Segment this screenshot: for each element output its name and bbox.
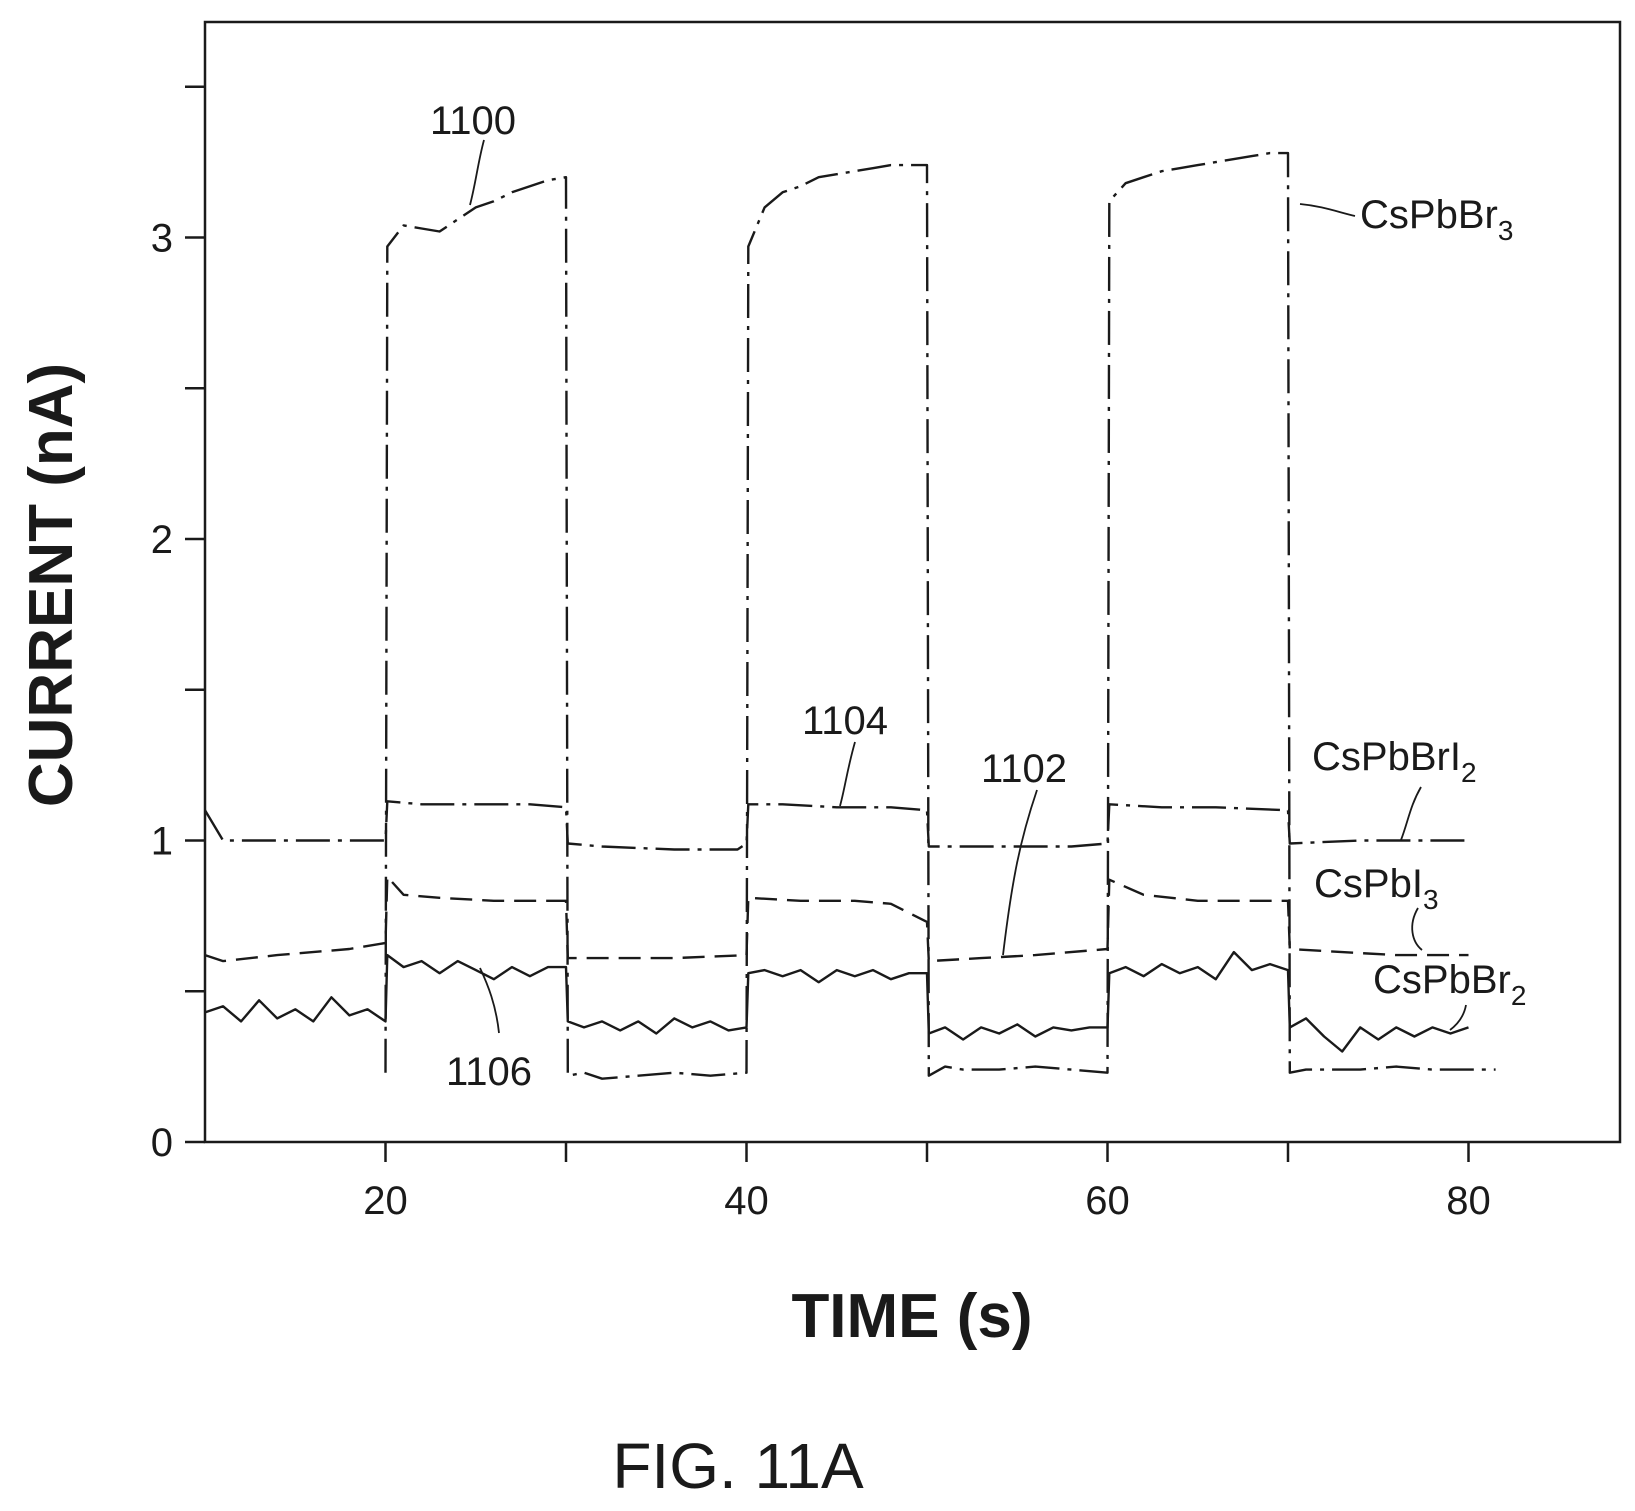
- series-lines: [203, 151, 1496, 1080]
- leader-line: [1449, 1004, 1467, 1031]
- plot-frame: [203, 20, 1622, 1144]
- reference-label-1104: 1104: [802, 699, 888, 743]
- series-label-cspbbr3: CsPbBr3: [1360, 193, 1513, 246]
- leader-line: [469, 139, 485, 206]
- series-label-cspbbr2: CsPbBr2: [1373, 958, 1526, 1011]
- series-line-cspbbri2: [203, 800, 1469, 851]
- leader-line: [1400, 786, 1422, 841]
- chart-text: TIME (s) CURRENT (nA) FIG. 11A 20 40 60 80 0…: [17, 99, 1526, 1502]
- x-tick-label: 80: [1446, 1179, 1491, 1223]
- figure-label: FIG. 11A: [612, 1430, 864, 1502]
- leader-line: [839, 741, 856, 807]
- x-axis-title: TIME (s): [791, 1282, 1032, 1351]
- reference-label-1102: 1102: [981, 747, 1067, 791]
- x-tick-label: 40: [724, 1179, 769, 1223]
- series-label-cspbi3: CsPbI3: [1314, 862, 1439, 915]
- reference-label-1106: 1106: [446, 1050, 532, 1094]
- leader-lines: [469, 139, 1467, 1034]
- x-tick-label: 60: [1085, 1179, 1130, 1223]
- series-line-cspbbr3: [384, 151, 1496, 1080]
- reference-label-1100: 1100: [430, 99, 516, 143]
- series-line-cspbi3: [204, 875, 1469, 963]
- series-line-cspbbr2: [204, 950, 1469, 1053]
- axis-ticks: [185, 85, 1470, 1162]
- x-tick-label: 20: [363, 1179, 408, 1223]
- y-tick-label: 3: [151, 217, 173, 261]
- leader-line: [1411, 907, 1423, 951]
- y-tick-label: 2: [151, 518, 173, 562]
- leader-line: [1002, 789, 1038, 956]
- series-label-cspbbri2: CsPbBrI2: [1312, 735, 1477, 788]
- leader-line: [1299, 203, 1356, 217]
- leader-line: [479, 967, 500, 1034]
- y-tick-label: 0: [151, 1121, 173, 1165]
- y-tick-label: 1: [151, 820, 173, 864]
- y-axis-title: CURRENT (nA): [17, 363, 86, 807]
